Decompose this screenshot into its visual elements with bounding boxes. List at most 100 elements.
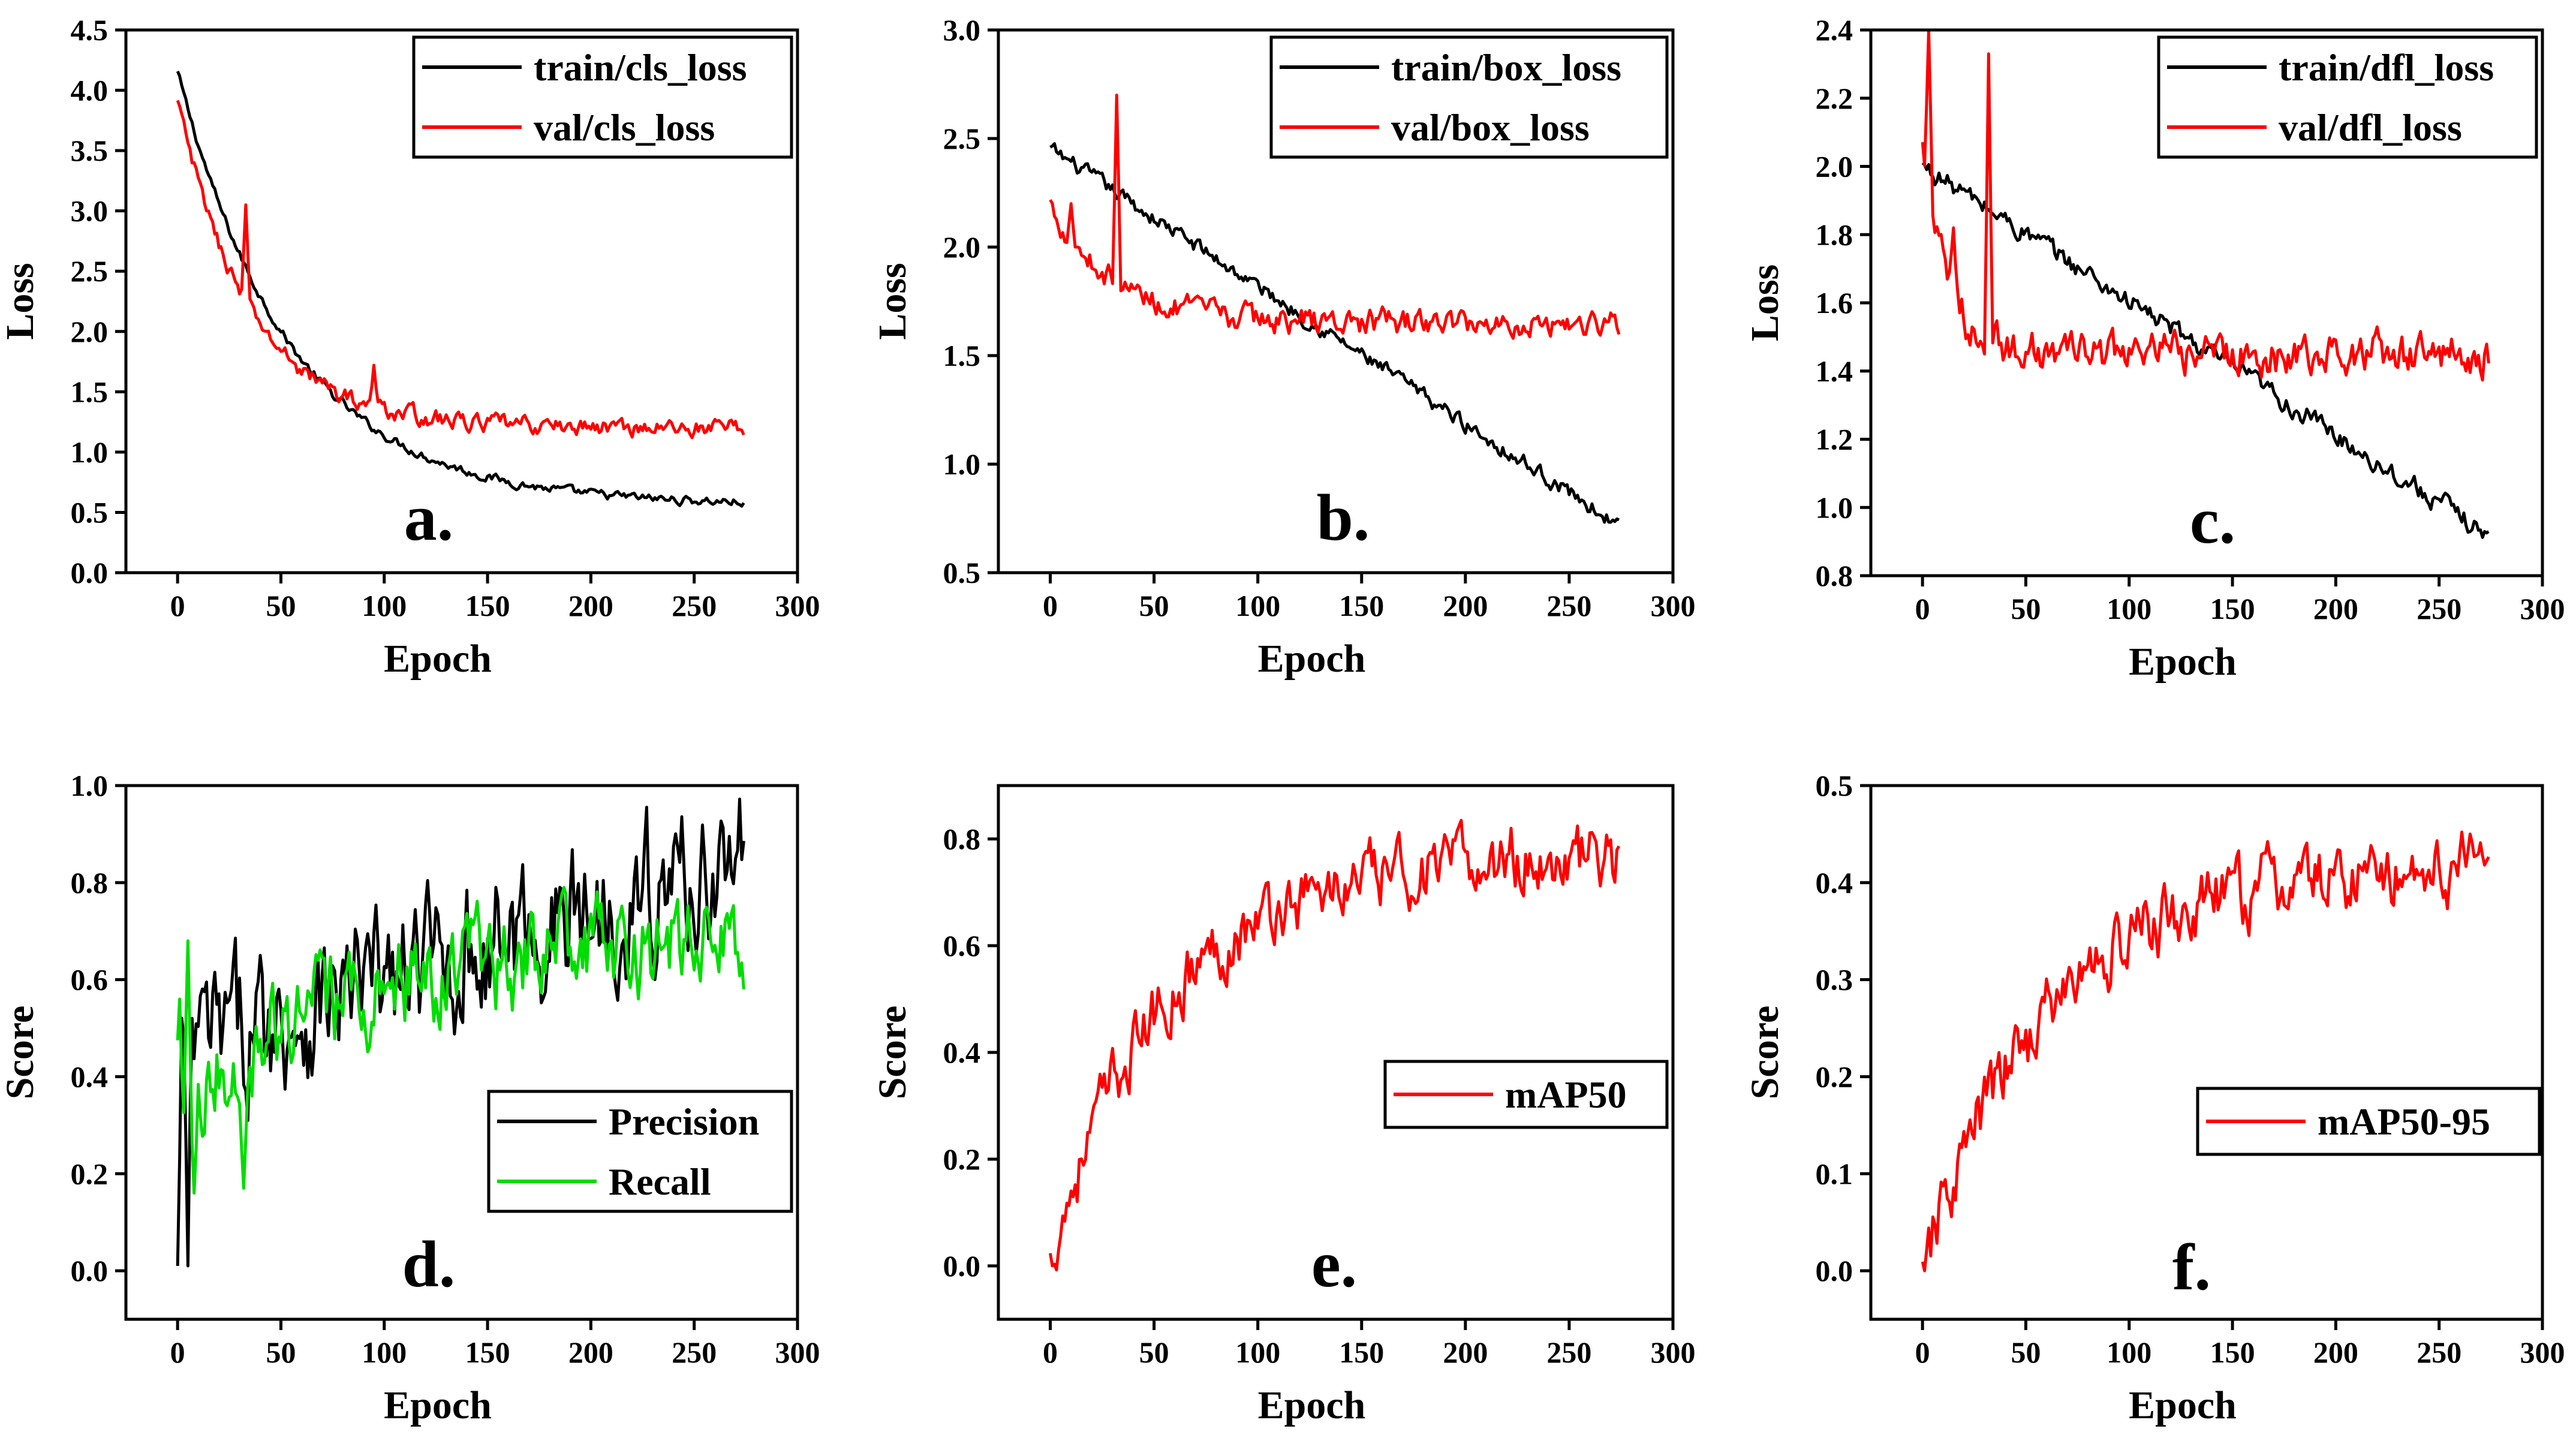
y-axis-title: Loss	[871, 263, 914, 339]
y-tick-label: 2.4	[1816, 13, 1853, 47]
legend-label: train/box_loss	[1391, 46, 1621, 89]
x-tick-label: 100	[2106, 592, 2151, 625]
y-tick-label: 0.8	[1816, 559, 1853, 592]
y-tick-label: 2.2	[1816, 82, 1853, 115]
x-tick-label: 200	[1443, 589, 1488, 622]
y-tick-label: 0.4	[943, 1036, 981, 1069]
y-axis-title: Score	[871, 1006, 914, 1099]
y-tick-label: 1.2	[1816, 423, 1853, 456]
series-line-val-dfl-loss	[1921, 28, 2490, 382]
series-line-map50-95	[1921, 831, 2490, 1272]
x-tick-label: 250	[672, 589, 717, 622]
chart-panel-d: 0 50 100 150 200 250 300 0.0 0.2 0.4 0.6 0.8 1.0 Epoc…	[0, 769, 820, 1427]
panel-letter: e.	[1311, 1228, 1357, 1301]
y-axis-title: Loss	[1743, 264, 1787, 341]
panel-letter: f.	[2172, 1231, 2211, 1304]
y-tick-label: 1.5	[71, 375, 109, 408]
x-tick-label: 150	[1339, 1335, 1384, 1369]
y-tick-label: 1.6	[1816, 286, 1853, 320]
y-tick-label: 0.0	[1816, 1254, 1853, 1287]
series-line-map50	[1049, 819, 1621, 1272]
x-tick-label: 0	[170, 589, 185, 622]
x-tick-label: 50	[266, 589, 296, 622]
legend-label: train/dfl_loss	[2279, 46, 2494, 89]
legend: train/cls_loss val/cls_loss	[412, 35, 793, 159]
y-tick-label: 2.0	[71, 315, 109, 348]
y-tick-label: 0.8	[71, 866, 109, 900]
x-tick-label: 0	[1043, 1335, 1058, 1369]
chart-panel-a: 0 50 100 150 200 250 300 0.0 0.5 1.0 1.5 2.0 2.5 3.0 3…	[0, 13, 820, 681]
y-tick-label: 0.0	[71, 556, 109, 589]
x-tick-label: 300	[775, 589, 820, 622]
y-tick-label: 2.5	[71, 254, 109, 288]
x-tick-label: 50	[2011, 1335, 2041, 1369]
x-tick-label: 50	[2011, 592, 2041, 625]
legend: Precision Recall	[487, 1090, 793, 1213]
x-axis-title: Epoch	[1258, 637, 1366, 681]
y-axis-title: Score	[1743, 1006, 1787, 1099]
y-tick-label: 0.5	[943, 556, 981, 589]
x-tick-label: 250	[2416, 1335, 2461, 1369]
y-tick-label: 0.5	[1816, 769, 1853, 802]
x-tick-label: 300	[1651, 1335, 1696, 1369]
y-tick-label: 1.0	[71, 435, 109, 469]
y-tick-label: 0.5	[71, 495, 109, 529]
panel-letter: c.	[2190, 484, 2235, 557]
y-axis-title: Score	[0, 1006, 42, 1099]
y-tick-label: 1.8	[1816, 218, 1853, 251]
y-tick-label: 2.5	[943, 122, 981, 155]
series-line-train-box-loss	[1049, 142, 1620, 524]
x-axis-title: Epoch	[384, 637, 492, 681]
legend-label: train/cls_loss	[534, 46, 747, 89]
x-tick-label: 100	[362, 589, 407, 622]
y-tick-label: 0.6	[943, 929, 981, 962]
legend-label: val/cls_loss	[534, 106, 715, 149]
chart-panel-f: 0 50 100 150 200 250 300 0.0 0.1 0.2 0.3 0.4 0.5 Epoc…	[1743, 769, 2565, 1427]
x-tick-label: 0	[1043, 589, 1058, 622]
x-tick-label: 0	[1915, 1335, 1930, 1369]
y-tick-label: 1.5	[943, 339, 981, 372]
x-tick-label: 0	[1915, 592, 1930, 625]
y-axis-title: Loss	[0, 263, 42, 339]
series-line-train-dfl-loss	[1921, 161, 2490, 539]
legend: train/dfl_loss val/dfl_loss	[2157, 35, 2538, 159]
y-tick-label: 0.6	[71, 963, 109, 997]
x-tick-label: 50	[1139, 1335, 1169, 1369]
y-tick-label: 3.0	[71, 194, 109, 228]
x-tick-label: 200	[2313, 592, 2358, 625]
x-tick-label: 200	[1443, 1335, 1488, 1369]
x-tick-label: 100	[1235, 1335, 1280, 1369]
y-tick-label: 3.0	[943, 13, 981, 47]
series-line-val-cls-loss	[176, 100, 745, 440]
series-line-train-cls-loss	[176, 70, 745, 508]
legend: mAP50	[1383, 1060, 1669, 1129]
legend-box	[2157, 35, 2538, 159]
x-tick-label: 150	[465, 1335, 510, 1369]
x-axis-title: Epoch	[384, 1383, 492, 1427]
series-line-precision	[176, 798, 745, 1268]
legend-box	[412, 35, 793, 159]
y-tick-label: 1.0	[1816, 491, 1853, 524]
x-tick-label: 300	[2520, 592, 2565, 625]
x-tick-label: 300	[775, 1335, 820, 1369]
chart-panel-c: 0 50 100 150 200 250 300 0.8 1.0 1.2 1.4 1.6 1.8 2.0 2…	[1743, 13, 2565, 684]
legend-label: mAP50	[1505, 1073, 1627, 1116]
plot-frame	[1869, 784, 2544, 1321]
panel-letter: d.	[402, 1228, 456, 1301]
chart-panel-e: 0 50 100 150 200 250 300 0.0 0.2 0.4 0.6 0.8 Epoch Sc…	[871, 784, 1696, 1427]
legend: mAP50-95	[2196, 1087, 2541, 1156]
y-tick-label: 2.0	[943, 230, 981, 264]
x-tick-label: 0	[170, 1335, 185, 1369]
y-tick-label: 0.2	[71, 1157, 109, 1190]
x-tick-label: 200	[568, 1335, 613, 1369]
x-tick-label: 100	[362, 1335, 407, 1369]
x-tick-label: 250	[1546, 589, 1591, 622]
y-tick-label: 0.0	[71, 1254, 109, 1287]
x-axis-title: Epoch	[2129, 640, 2237, 684]
y-tick-label: 0.2	[1816, 1060, 1853, 1093]
legend-label: val/box_loss	[1391, 106, 1590, 149]
y-tick-label: 0.3	[1816, 963, 1853, 997]
x-axis-title: Epoch	[2129, 1383, 2237, 1427]
x-tick-label: 250	[1546, 1335, 1591, 1369]
